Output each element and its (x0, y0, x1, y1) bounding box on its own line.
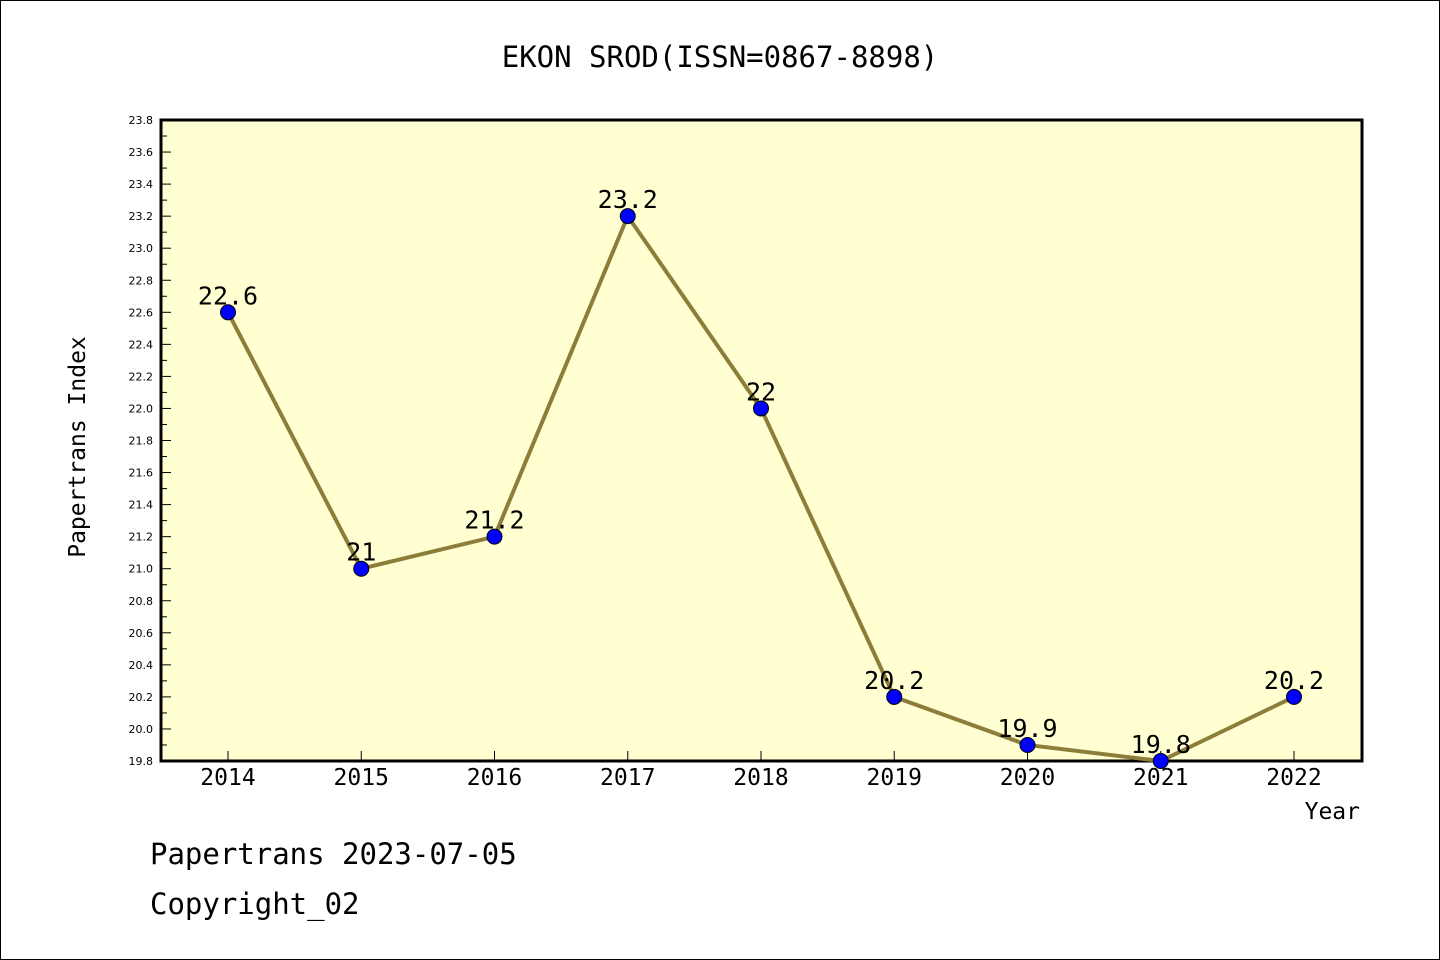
y-tick-label: 22.8 (129, 274, 154, 287)
data-labels: 22.6 21 21.2 23.2 22 20.2 19.9 19.8 20.2 (198, 185, 1324, 759)
data-point (1286, 688, 1302, 705)
data-label: 22.6 (198, 281, 258, 310)
y-tick-label: 20.6 (129, 627, 154, 640)
chart-title: EKON SROD(ISSN=0867-8898) (502, 40, 939, 74)
y-tick-label: 20.4 (129, 659, 154, 672)
x-tick-label: 2017 (600, 765, 655, 791)
x-tick-label: 2015 (334, 765, 389, 791)
y-tick-label: 21.4 (129, 499, 154, 512)
y-axis-label: Papertrans Index (65, 336, 91, 558)
data-label: 20.2 (864, 666, 924, 695)
y-tick-label: 23.2 (129, 210, 154, 223)
y-tick-label: 19.8 (129, 755, 154, 768)
y-tick-label: 22.4 (129, 338, 154, 351)
x-tick-label: 2014 (200, 765, 255, 791)
y-tick-label: 23.6 (129, 146, 154, 159)
data-label: 22 (746, 377, 776, 406)
y-tick-label: 22.2 (129, 370, 154, 383)
data-point (1019, 736, 1036, 753)
footer-date: Papertrans 2023-07-05 (150, 837, 517, 871)
data-point (1152, 753, 1169, 769)
data-point (220, 304, 236, 321)
y-tick-label: 22.0 (129, 402, 154, 415)
x-axis-label: Year (1305, 799, 1360, 825)
x-tick-label: 2018 (733, 765, 788, 791)
plot-area (159, 118, 1364, 763)
data-point (753, 400, 769, 417)
y-tick-label: 22.6 (129, 306, 154, 319)
data-point (486, 528, 503, 545)
data-points (220, 208, 1302, 769)
x-axis-ticks: 2014 2015 2016 2017 2018 2019 2020 2021 2022 (200, 751, 1322, 791)
x-tick-label: 2016 (467, 765, 522, 791)
y-tick-label: 23.0 (129, 242, 154, 255)
x-tick-label: 2022 (1266, 765, 1321, 791)
y-tick-label: 21.6 (129, 467, 154, 480)
x-tick-label: 2020 (1000, 765, 1055, 791)
y-tick-label: 20.2 (129, 691, 154, 704)
y-tick-label: 20.0 (129, 723, 154, 736)
data-point (619, 208, 636, 225)
data-label: 20.2 (1264, 666, 1324, 695)
y-axis-ticks: 19.8 20.0 20.2 20.4 20.6 20.8 21.0 21.2 21.4 21.6… (129, 114, 171, 768)
y-tick-label: 21.8 (129, 435, 154, 448)
x-tick-label: 2021 (1133, 765, 1188, 791)
x-tick-label: 2019 (867, 765, 922, 791)
data-label: 21 (346, 538, 376, 567)
footer-copyright: Copyright_02 (150, 887, 360, 922)
data-label: 19.8 (1131, 730, 1191, 759)
data-label: 19.9 (997, 714, 1057, 743)
y-tick-label: 21.2 (129, 531, 154, 544)
data-label: 21.2 (464, 506, 524, 535)
y-tick-label: 21.0 (129, 563, 154, 576)
data-point (353, 560, 370, 577)
y-tick-label: 23.4 (129, 178, 154, 191)
data-label: 23.2 (598, 185, 658, 214)
y-tick-label: 23.8 (129, 114, 154, 127)
y-tick-label: 20.8 (129, 595, 154, 608)
data-point (886, 688, 903, 705)
